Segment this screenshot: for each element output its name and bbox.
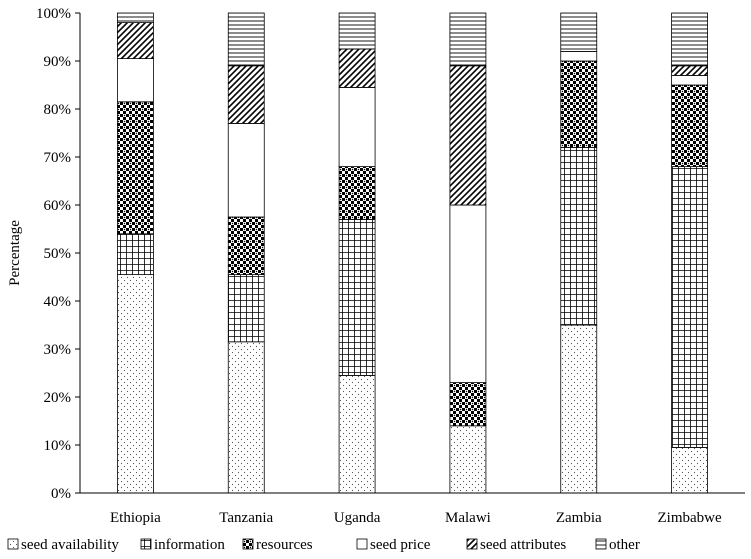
y-tick-label: 70% [44,150,72,166]
bar-segment-horizontal [671,12,708,67]
bar-segment-checker [671,84,708,167]
y-tick-label: 0% [51,486,71,502]
bar-segment-dots [671,446,708,494]
y-tick-label: 40% [44,294,72,310]
x-tick-label: Tanzania [219,510,273,526]
bar-segment-blank [671,75,708,86]
x-tick-label: Malawi [445,510,491,526]
bars [117,12,708,494]
y-tick-label: 90% [44,54,72,70]
bar-segment-horizontal [338,12,376,50]
legend-swatch [140,538,152,550]
bar-segment-dots [338,374,376,494]
legend-swatch [7,538,19,550]
bar-segment-horizontal [227,12,265,67]
y-tick-label: 20% [44,390,72,406]
x-tick-label: Zambia [556,510,602,526]
legend-label: other [609,537,640,553]
bar-segment-dots [449,425,487,494]
y-tick-label: 10% [44,438,72,454]
bar-segment-checker [449,382,487,427]
legend-swatch [466,538,478,550]
bar-segment-grid [227,274,265,343]
bar-segment-grid [671,166,708,448]
legend-label: seed attributes [480,537,566,553]
legend-swatch [356,538,368,550]
bar-segment-horizontal [449,12,487,67]
x-tick-label: Zimbabwe [658,510,722,526]
bar-segment-grid [560,146,598,326]
y-tick-label: 50% [44,246,72,262]
bar-segment-diagonal [449,65,487,206]
y-axis-label: Percentage [7,220,23,286]
bar-segment-grid [338,218,376,376]
y-tick-label: 100% [36,6,71,22]
bar-segment-dots [117,274,154,494]
legend-swatch [595,538,607,550]
y-tick-label: 30% [44,342,72,358]
bar-segment-blank [117,58,154,103]
bar-segment-horizontal [117,12,154,24]
y-tick-label: 80% [44,102,72,118]
x-tick-label: Uganda [334,510,381,526]
bar-segment-diagonal [227,65,265,124]
bar-segment-blank [449,204,487,384]
bar-segment-checker [117,101,154,235]
bar-segment-blank [227,123,265,218]
bar-segment-horizontal [560,12,598,52]
x-axis: Ethiopia Tanzania Uganda Malawi Zambia Zimbab… [80,492,745,526]
bar-segment-checker [338,166,376,220]
bar-segment-blank [338,87,376,167]
bar-segment-dots [560,324,598,494]
y-tick-label: 60% [44,198,72,214]
bar-segment-diagonal [338,48,376,88]
bar-segment-diagonal [671,65,708,76]
legend-label: resources [256,537,313,553]
legend-swatch [242,538,254,550]
x-tick-label: Ethiopia [110,510,161,526]
legend-label: seed price [370,537,431,553]
legend: seed availability information resources see… [7,537,640,553]
bar-segment-dots [227,341,265,494]
bar-segment-blank [560,51,598,62]
bar-segment-checker [560,60,598,148]
bar-segment-grid [117,233,154,276]
legend-label: seed availability [21,537,119,553]
y-axis: 0% 10% 20% 30% 40% 50% 60% 70% 80% 90% 100% [36,6,81,502]
bar-segment-diagonal [117,22,154,60]
bar-segment-checker [227,216,265,275]
legend-label: information [154,537,225,553]
